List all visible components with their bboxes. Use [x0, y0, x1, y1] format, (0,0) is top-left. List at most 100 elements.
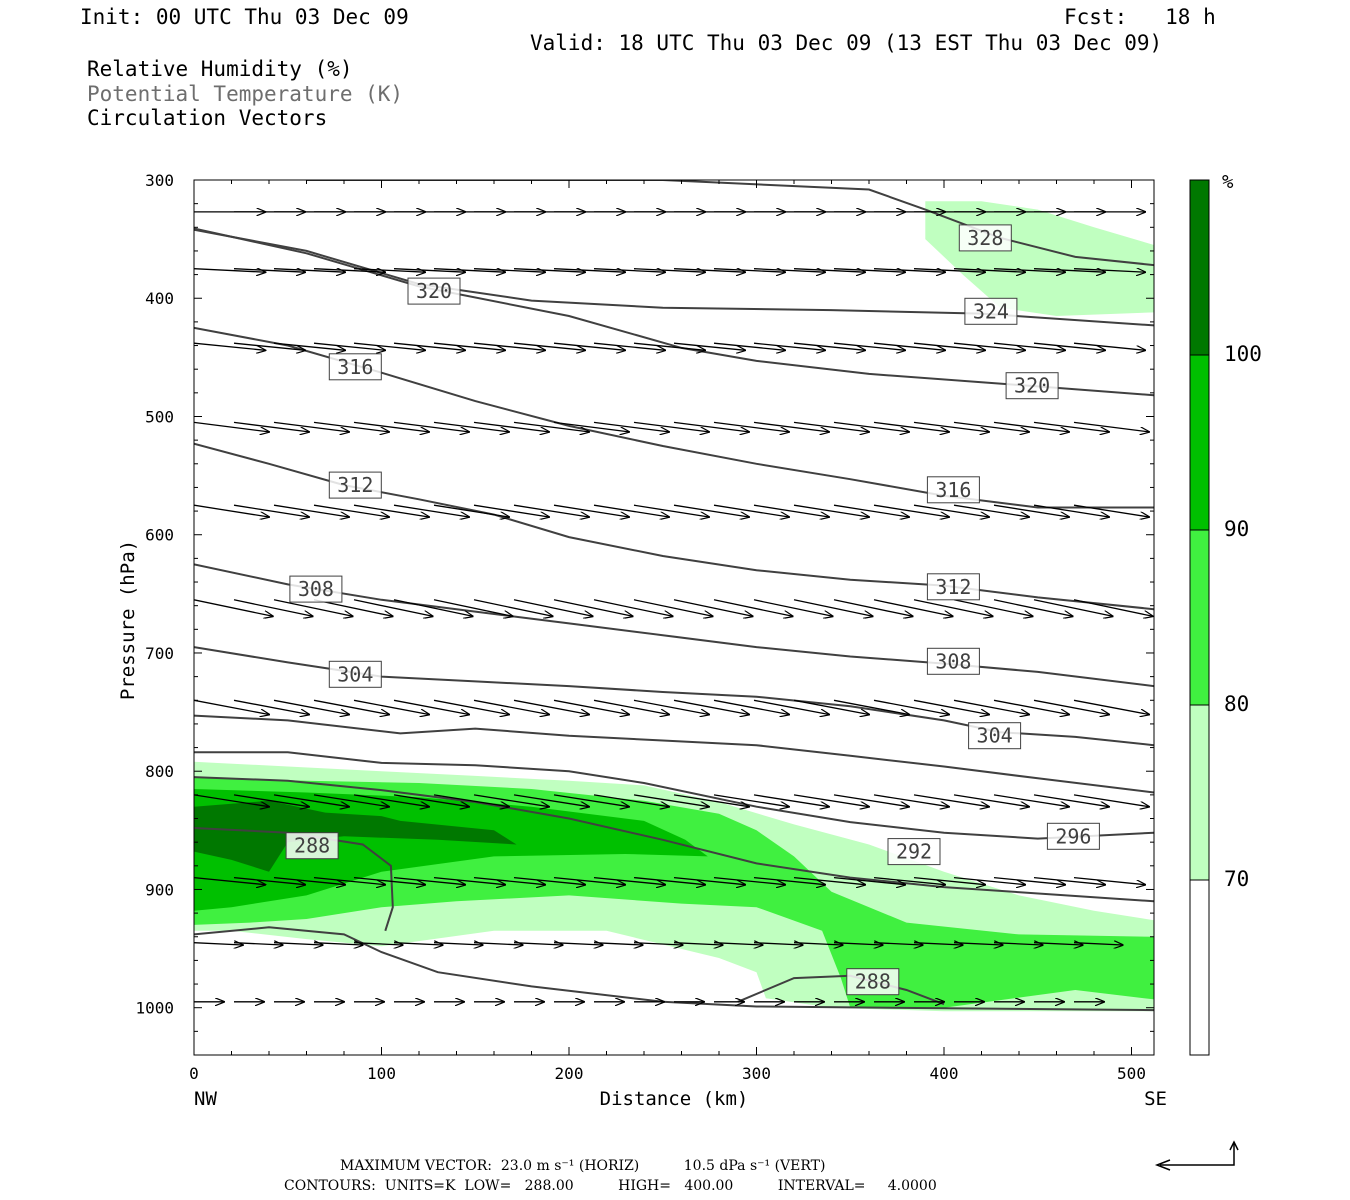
circulation-vector	[553, 269, 625, 273]
circulation-vector	[473, 699, 549, 714]
y-tick-label: 400	[145, 289, 174, 308]
circulation-vector	[233, 504, 309, 517]
y-tick-label: 1000	[135, 999, 174, 1018]
x-tick-label: 100	[367, 1064, 396, 1083]
circulation-vectors	[194, 212, 1153, 1002]
contour-label: 316	[337, 355, 373, 379]
circulation-vector	[353, 794, 429, 807]
circulation-vector	[393, 421, 469, 432]
circulation-vector	[713, 269, 785, 273]
y-tick-label: 700	[145, 644, 174, 663]
circulation-vector	[673, 876, 745, 885]
circulation-vector	[753, 504, 829, 517]
contour-label-box	[846, 968, 900, 996]
circulation-vector	[833, 699, 909, 714]
x-axis-label: Distance (km)	[600, 1088, 749, 1110]
circulation-vector	[433, 876, 505, 885]
contour-label-box	[328, 471, 382, 499]
circulation-vector	[553, 599, 633, 617]
colorbar-level-label: 100	[1224, 342, 1262, 366]
circulation-vector	[1073, 699, 1149, 714]
circulation-vector	[833, 794, 909, 807]
circulation-vector	[913, 421, 989, 432]
circulation-vector	[873, 943, 923, 945]
circulation-vector	[393, 504, 469, 517]
circulation-vector	[313, 342, 385, 350]
circulation-vector	[273, 342, 345, 350]
contour-label: 308	[298, 577, 334, 601]
contour-label: 312	[337, 473, 373, 497]
circulation-vector	[713, 342, 785, 350]
contour-label-box	[926, 476, 980, 504]
circulation-vector	[553, 794, 629, 807]
circulation-vector	[513, 599, 593, 617]
circulation-vector	[233, 342, 305, 350]
circulation-vector	[873, 342, 945, 350]
circulation-vector	[913, 599, 993, 617]
y-tick-label: 900	[145, 880, 174, 899]
circulation-vector	[953, 876, 1025, 885]
contour-labels: 328 324 320 320 316 316 312 312 308 308 304 304 296 2…	[285, 224, 1100, 996]
circulation-vector	[1033, 699, 1109, 714]
circulation-vector	[194, 599, 273, 617]
circulation-vector	[633, 876, 705, 885]
circulation-vector	[353, 699, 429, 714]
circulation-vector	[273, 699, 349, 714]
circulation-vector	[833, 504, 909, 517]
theta-contour	[194, 714, 1154, 794]
circulation-vector	[833, 876, 905, 885]
circulation-vector	[273, 269, 345, 273]
circulation-vector	[913, 876, 985, 885]
circulation-vector	[194, 876, 265, 885]
circulation-vector	[633, 943, 683, 945]
circulation-vector	[393, 269, 465, 273]
circulation-vector	[433, 504, 509, 517]
circulation-vector	[793, 269, 865, 273]
circulation-vector	[833, 599, 913, 617]
circulation-vector	[433, 342, 505, 350]
theta-contour	[194, 228, 1154, 327]
circulation-vector	[673, 599, 753, 617]
circulation-vector	[833, 342, 905, 350]
circulation-vector	[633, 699, 709, 714]
circulation-vector	[553, 876, 625, 885]
circulation-vector	[993, 504, 1069, 517]
circulation-vector	[593, 699, 669, 714]
circulation-vector	[313, 876, 385, 885]
circulation-vector	[673, 504, 749, 517]
theta-contour	[194, 751, 1154, 840]
circulation-vector	[1033, 876, 1105, 885]
contour-label: 316	[935, 478, 971, 502]
circulation-vector	[194, 794, 269, 807]
contour-label-box	[1005, 372, 1059, 400]
colorbar-level-label: 80	[1224, 692, 1249, 716]
circulation-vector	[1033, 599, 1113, 617]
field-theta: Potential Temperature (K)	[87, 82, 404, 106]
circulation-vector	[433, 421, 509, 432]
circulation-vector	[393, 599, 473, 617]
circulation-vector	[393, 794, 469, 807]
circulation-vector	[993, 599, 1073, 617]
circulation-vector	[273, 794, 349, 807]
field-rh: Relative Humidity (%)	[87, 57, 353, 81]
circulation-vector	[953, 269, 1025, 273]
circulation-vector	[1073, 943, 1123, 945]
circulation-vector	[433, 699, 509, 714]
circulation-vector	[633, 794, 709, 807]
circulation-vector	[593, 342, 665, 350]
circulation-vector	[1033, 504, 1109, 517]
circulation-vector	[993, 876, 1065, 885]
colorbar-frame	[1189, 179, 1210, 1056]
circulation-vector	[1073, 876, 1145, 885]
colorbar-level-label: 90	[1224, 517, 1249, 541]
colorbar: 70 80 90 100%	[1189, 171, 1262, 1056]
circulation-vector	[593, 599, 673, 617]
circulation-vector	[673, 269, 745, 273]
circulation-vector	[233, 421, 309, 432]
circulation-vector	[593, 876, 665, 885]
circulation-vector	[633, 599, 713, 617]
circulation-vector	[1073, 794, 1149, 807]
circulation-vector	[1073, 342, 1145, 350]
circulation-vector	[194, 504, 269, 517]
circulation-vector	[553, 504, 629, 517]
